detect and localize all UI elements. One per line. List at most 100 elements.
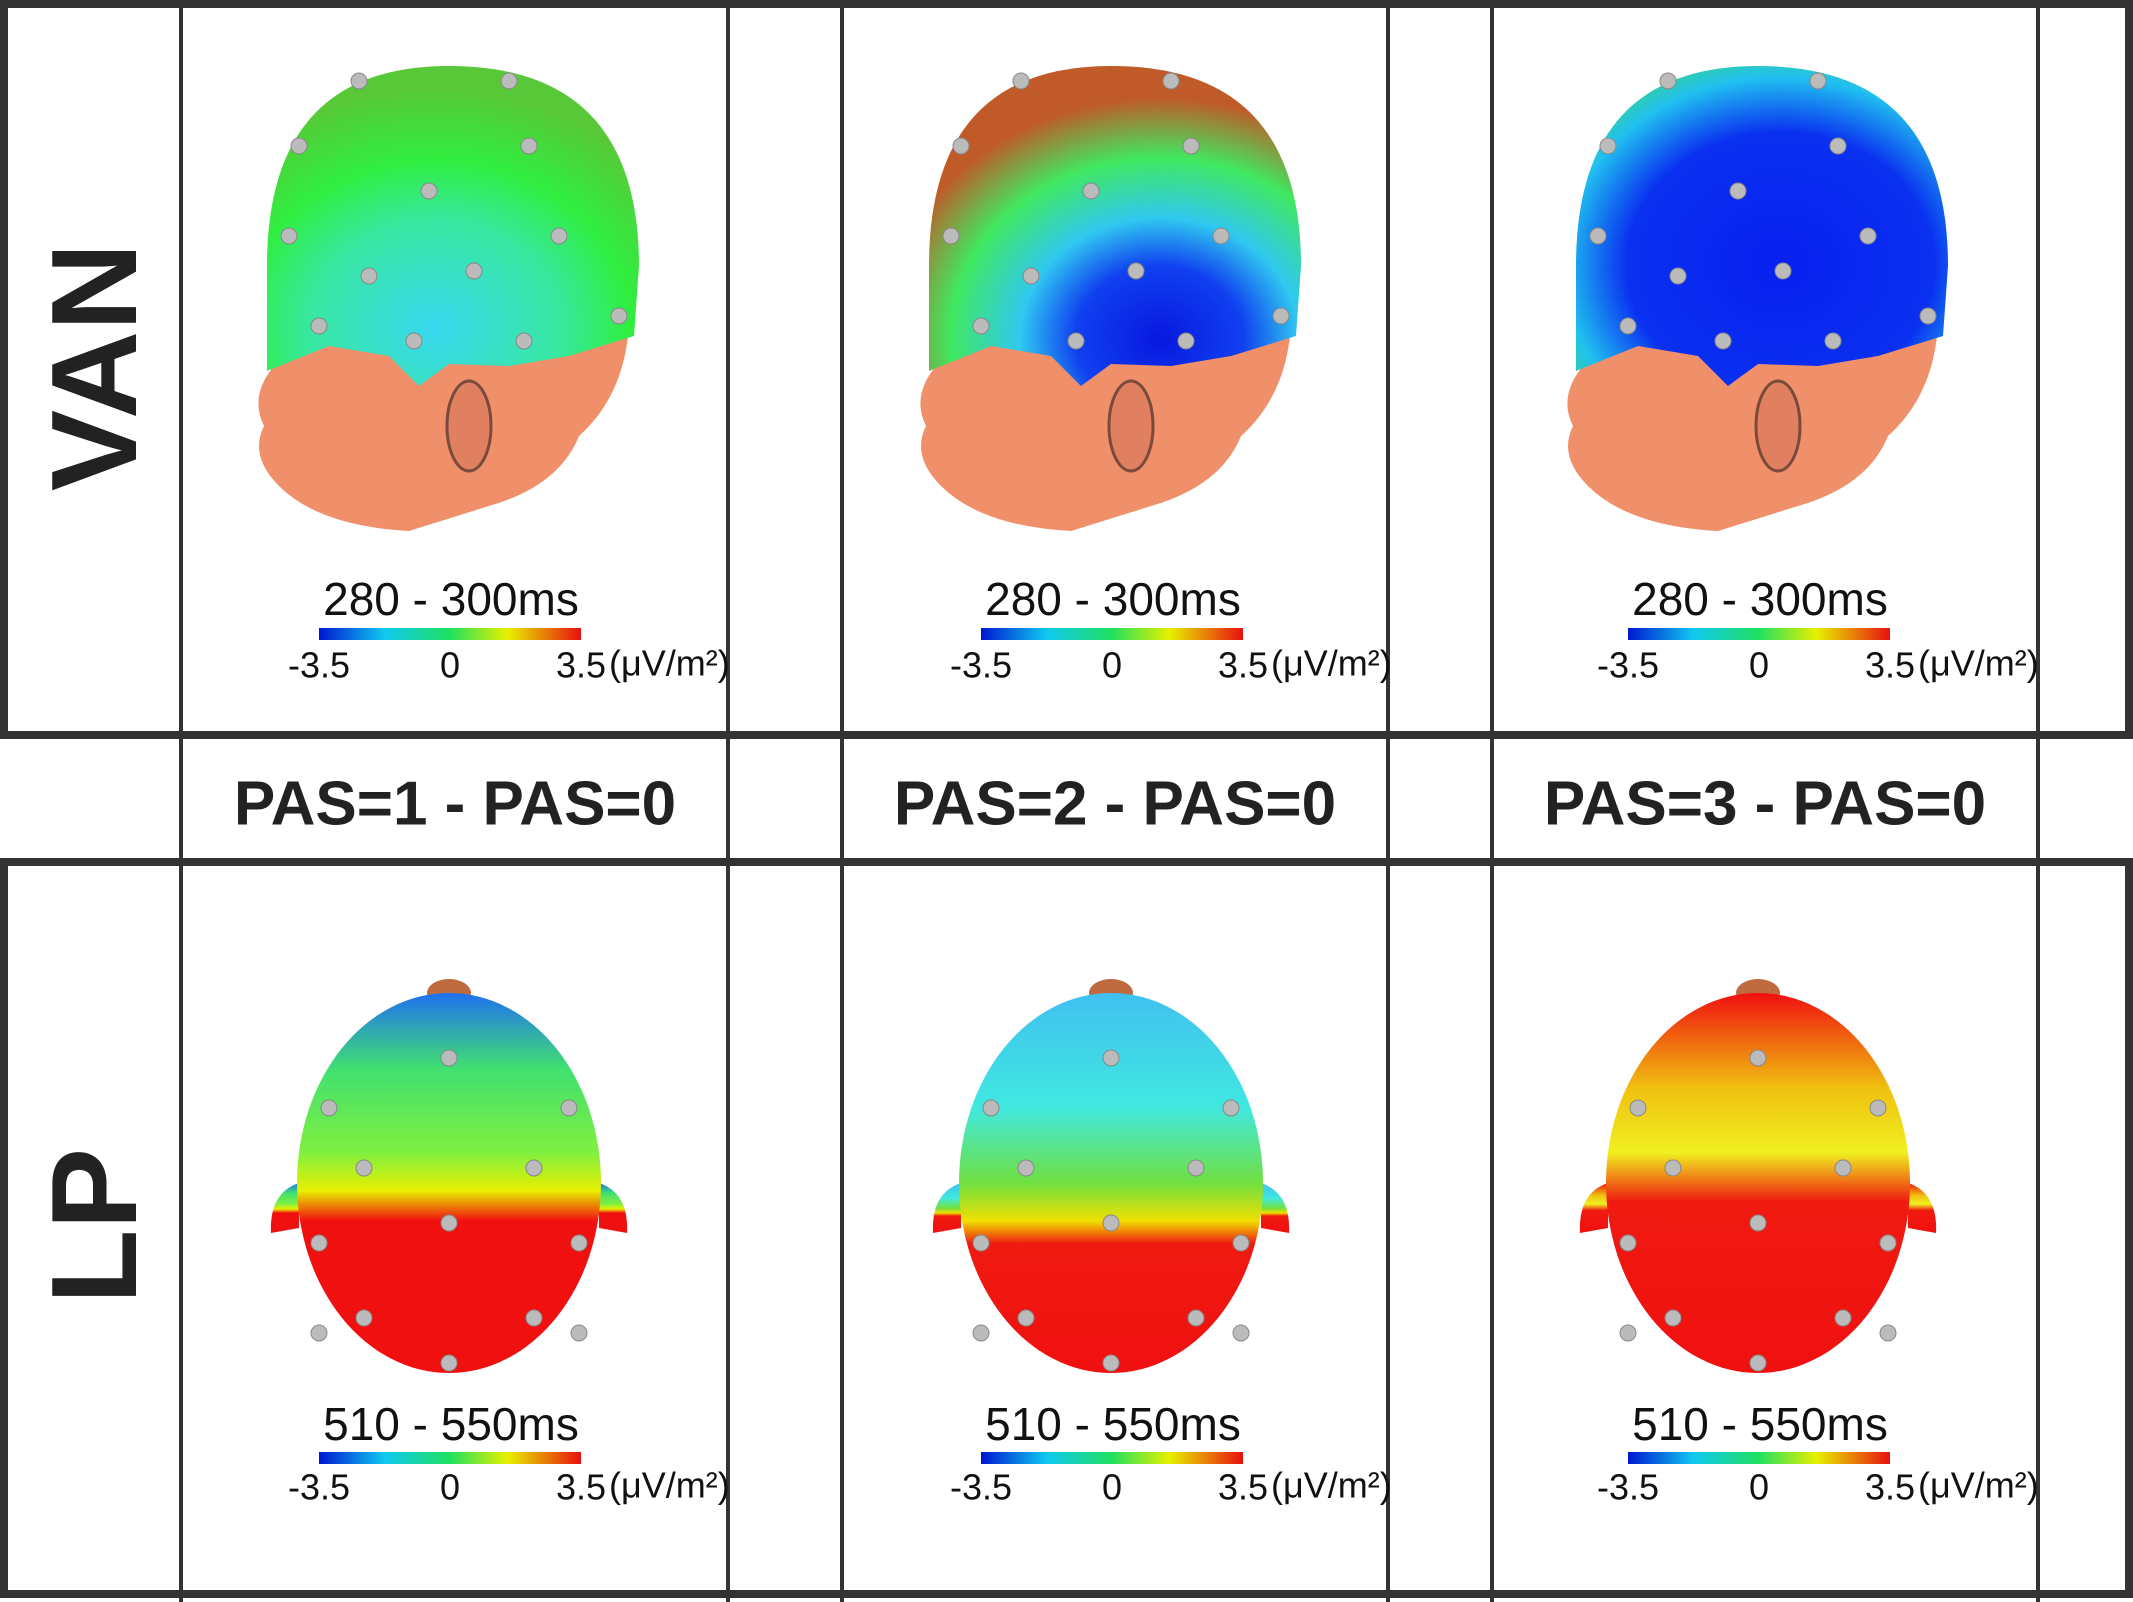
electrode <box>320 1099 338 1117</box>
time-window: 510 - 550ms <box>323 1398 579 1450</box>
electrode <box>1829 137 1847 155</box>
electrode <box>440 1354 458 1372</box>
time-window: 280 - 300ms <box>1632 573 1888 625</box>
colorbar-unit: (μV/m²) <box>609 643 730 684</box>
column-header: PAS=3 - PAS=0 <box>1544 769 1986 838</box>
colorbar-unit: (μV/m²) <box>1918 643 2039 684</box>
electrode <box>405 332 423 350</box>
colorbar <box>981 1452 1243 1464</box>
face <box>258 326 629 531</box>
column-header: PAS=2 - PAS=0 <box>894 769 1336 838</box>
head-map <box>258 66 639 531</box>
electrode <box>355 1159 373 1177</box>
electrode <box>1017 1309 1035 1327</box>
colorbar-unit: (μV/m²) <box>1918 1465 2039 1506</box>
colorbar-tick: 0 <box>1102 645 1122 686</box>
electrode <box>360 267 378 285</box>
electrode <box>942 227 960 245</box>
colorbar-tick: 3.5 <box>556 1467 606 1508</box>
electrode <box>1017 1159 1035 1177</box>
electrode <box>1067 332 1085 350</box>
electrode <box>570 1234 588 1252</box>
electrode <box>465 262 483 280</box>
electrode <box>500 72 518 90</box>
electrode <box>1834 1159 1852 1177</box>
electrode <box>1177 332 1195 350</box>
electrode <box>1232 1324 1250 1342</box>
electrode <box>1022 267 1040 285</box>
electrode <box>1749 1214 1767 1232</box>
electrode <box>1729 182 1747 200</box>
colorbar-unit: (μV/m²) <box>609 1465 730 1506</box>
electrode <box>1824 332 1842 350</box>
electrode <box>1589 227 1607 245</box>
electrode <box>1664 1159 1682 1177</box>
scalp <box>297 993 601 1373</box>
electrode <box>1619 1324 1637 1342</box>
electrode <box>1272 307 1290 325</box>
electrode <box>1102 1214 1120 1232</box>
colorbar-tick: 0 <box>440 1467 460 1508</box>
electrode <box>1212 227 1230 245</box>
electrode <box>1669 267 1687 285</box>
colorbar-tick: 0 <box>440 645 460 686</box>
electrode <box>1664 1309 1682 1327</box>
face <box>1567 326 1938 531</box>
colorbar-tick: -3.5 <box>1597 1467 1659 1508</box>
time-window: 510 - 550ms <box>1632 1398 1888 1450</box>
electrode <box>1162 72 1180 90</box>
colorbar-tick: -3.5 <box>288 645 350 686</box>
colorbar-tick: 3.5 <box>1865 645 1915 686</box>
electrode <box>525 1159 543 1177</box>
colorbar-tick: 3.5 <box>556 645 606 686</box>
electrode <box>1102 1049 1120 1067</box>
electrode <box>1749 1354 1767 1372</box>
electrode <box>1222 1099 1240 1117</box>
colorbar <box>1628 1452 1890 1464</box>
time-window: 280 - 300ms <box>985 573 1241 625</box>
electrode <box>1774 262 1792 280</box>
head-map <box>270 979 628 1373</box>
colorbar-unit: (μV/m²) <box>1271 643 1392 684</box>
row-label: VAN <box>26 243 162 492</box>
electrode <box>1619 317 1637 335</box>
electrode <box>520 137 538 155</box>
head-map <box>1579 979 1937 1373</box>
electrode <box>1102 1354 1120 1372</box>
ear <box>1107 379 1155 473</box>
electrode <box>610 307 628 325</box>
electrode <box>570 1324 588 1342</box>
electrode <box>1082 182 1100 200</box>
colorbar-tick: 3.5 <box>1218 645 1268 686</box>
electrode <box>1834 1309 1852 1327</box>
electrode <box>1919 307 1937 325</box>
electrode <box>1879 1234 1897 1252</box>
ear <box>1754 379 1802 473</box>
colorbar-tick: 0 <box>1749 1467 1769 1508</box>
scalp <box>267 66 639 386</box>
electrode <box>550 227 568 245</box>
colorbar-tick: -3.5 <box>950 645 1012 686</box>
column-header: PAS=1 - PAS=0 <box>234 769 676 838</box>
time-window: 510 - 550ms <box>985 1398 1241 1450</box>
scalp <box>1576 66 1948 386</box>
electrode <box>1714 332 1732 350</box>
colorbar-tick: 3.5 <box>1865 1467 1915 1508</box>
electrode <box>310 317 328 335</box>
colorbar <box>981 628 1243 640</box>
electrode <box>1879 1324 1897 1342</box>
electrode <box>972 317 990 335</box>
electrode <box>1859 227 1877 245</box>
colorbar-tick: -3.5 <box>1597 645 1659 686</box>
electrode <box>1599 137 1617 155</box>
electrode <box>310 1324 328 1342</box>
electrode <box>525 1309 543 1327</box>
colorbar <box>319 628 581 640</box>
electrode <box>515 332 533 350</box>
colorbar <box>1628 628 1890 640</box>
colorbar-tick: -3.5 <box>950 1467 1012 1508</box>
electrode <box>1619 1234 1637 1252</box>
face <box>920 326 1291 531</box>
electrode <box>350 72 368 90</box>
